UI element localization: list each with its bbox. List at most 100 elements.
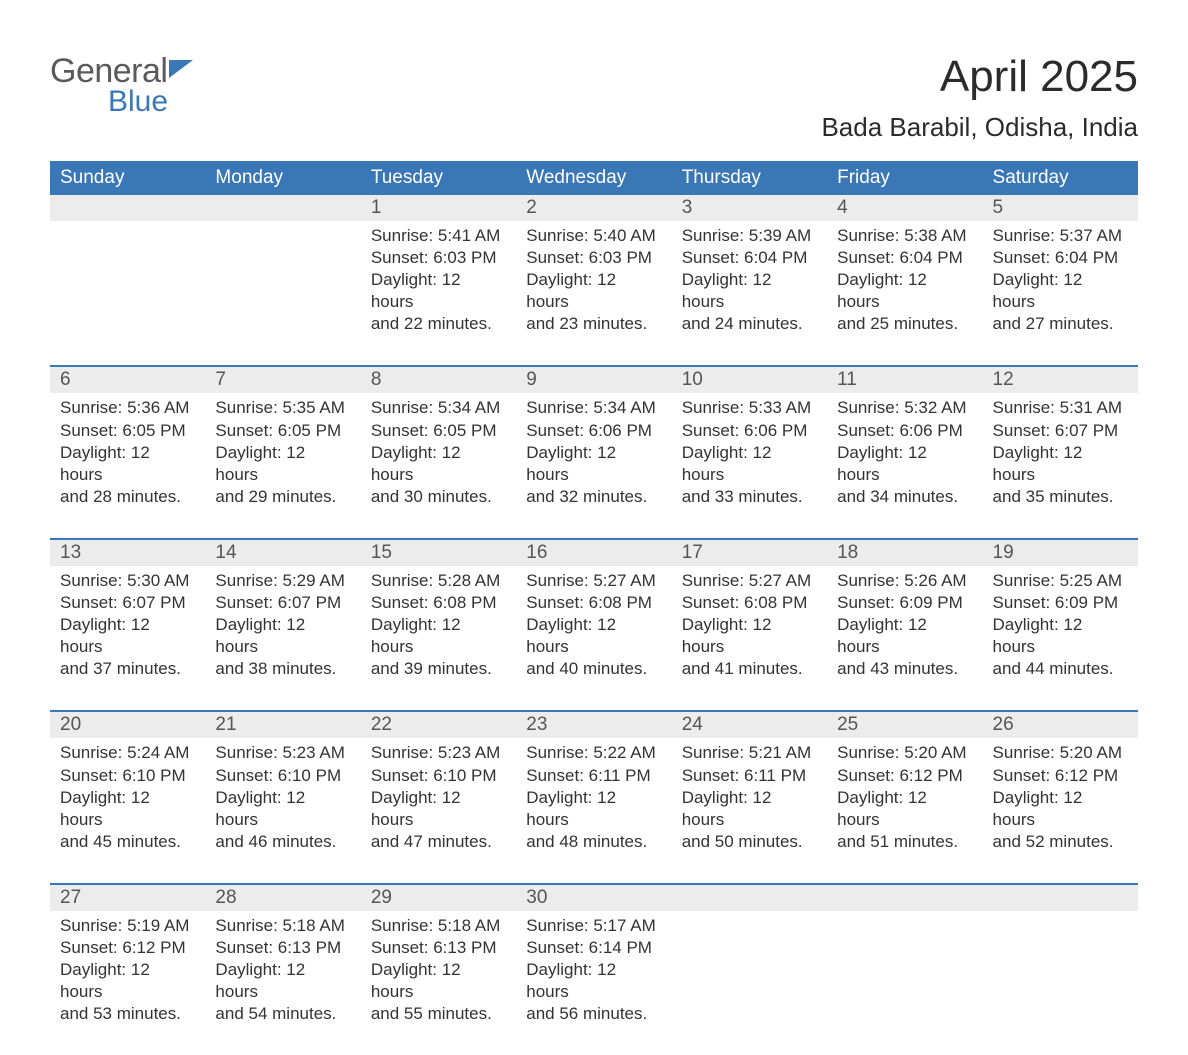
day-number: 6 xyxy=(50,366,205,393)
daylight-text: and 22 minutes. xyxy=(371,313,506,335)
daylight-text: Daylight: 12 hours xyxy=(371,614,506,658)
daylight-text: Daylight: 12 hours xyxy=(837,269,972,313)
sunrise-text: Sunrise: 5:34 AM xyxy=(526,397,661,419)
day-cell: Sunrise: 5:26 AMSunset: 6:09 PMDaylight:… xyxy=(827,566,982,711)
sunset-text: Sunset: 6:14 PM xyxy=(526,937,661,959)
sunrise-text: Sunrise: 5:38 AM xyxy=(837,225,972,247)
day-number: 8 xyxy=(361,366,516,393)
day-cell: Sunrise: 5:31 AMSunset: 6:07 PMDaylight:… xyxy=(983,393,1138,538)
daylight-text: and 53 minutes. xyxy=(60,1003,195,1025)
day-cell: Sunrise: 5:32 AMSunset: 6:06 PMDaylight:… xyxy=(827,393,982,538)
daylight-text: Daylight: 12 hours xyxy=(682,269,817,313)
daylight-text: and 47 minutes. xyxy=(371,831,506,853)
sunset-text: Sunset: 6:13 PM xyxy=(215,937,350,959)
day-cell: Sunrise: 5:41 AMSunset: 6:03 PMDaylight:… xyxy=(361,221,516,366)
day-number: 29 xyxy=(361,884,516,911)
daylight-text: and 46 minutes. xyxy=(215,831,350,853)
day-number: 13 xyxy=(50,539,205,566)
sunset-text: Sunset: 6:12 PM xyxy=(837,765,972,787)
weekday-header: Sunday xyxy=(50,161,205,195)
day-body-row: Sunrise: 5:36 AMSunset: 6:05 PMDaylight:… xyxy=(50,393,1138,538)
weekday-header-row: Sunday Monday Tuesday Wednesday Thursday… xyxy=(50,161,1138,195)
sunset-text: Sunset: 6:07 PM xyxy=(993,420,1128,442)
sunrise-text: Sunrise: 5:21 AM xyxy=(682,742,817,764)
day-number: 21 xyxy=(205,711,360,738)
day-number: 25 xyxy=(827,711,982,738)
day-number: 4 xyxy=(827,195,982,221)
day-cell xyxy=(672,911,827,1055)
sunrise-text: Sunrise: 5:35 AM xyxy=(215,397,350,419)
day-number-row: 20212223242526 xyxy=(50,711,1138,738)
weekday-header: Wednesday xyxy=(516,161,671,195)
sunrise-text: Sunrise: 5:27 AM xyxy=(526,570,661,592)
day-number: 22 xyxy=(361,711,516,738)
day-body-row: Sunrise: 5:41 AMSunset: 6:03 PMDaylight:… xyxy=(50,221,1138,366)
day-number: 3 xyxy=(672,195,827,221)
daylight-text: Daylight: 12 hours xyxy=(526,959,661,1003)
day-cell: Sunrise: 5:19 AMSunset: 6:12 PMDaylight:… xyxy=(50,911,205,1055)
day-cell: Sunrise: 5:40 AMSunset: 6:03 PMDaylight:… xyxy=(516,221,671,366)
sunrise-text: Sunrise: 5:20 AM xyxy=(837,742,972,764)
day-number: 18 xyxy=(827,539,982,566)
sunrise-text: Sunrise: 5:25 AM xyxy=(993,570,1128,592)
daylight-text: and 23 minutes. xyxy=(526,313,661,335)
day-number: 19 xyxy=(983,539,1138,566)
daylight-text: Daylight: 12 hours xyxy=(371,442,506,486)
daylight-text: Daylight: 12 hours xyxy=(526,787,661,831)
sunset-text: Sunset: 6:06 PM xyxy=(526,420,661,442)
day-number xyxy=(983,884,1138,911)
day-number: 7 xyxy=(205,366,360,393)
day-number xyxy=(672,884,827,911)
daylight-text: and 40 minutes. xyxy=(526,658,661,680)
sunset-text: Sunset: 6:07 PM xyxy=(215,592,350,614)
sunrise-text: Sunrise: 5:24 AM xyxy=(60,742,195,764)
sunrise-text: Sunrise: 5:32 AM xyxy=(837,397,972,419)
day-number: 24 xyxy=(672,711,827,738)
daylight-text: and 32 minutes. xyxy=(526,486,661,508)
sunrise-text: Sunrise: 5:23 AM xyxy=(371,742,506,764)
daylight-text: Daylight: 12 hours xyxy=(526,269,661,313)
sunset-text: Sunset: 6:05 PM xyxy=(371,420,506,442)
daylight-text: Daylight: 12 hours xyxy=(215,959,350,1003)
daylight-text: Daylight: 12 hours xyxy=(60,787,195,831)
weekday-header: Saturday xyxy=(983,161,1138,195)
sunset-text: Sunset: 6:09 PM xyxy=(837,592,972,614)
weekday-header: Friday xyxy=(827,161,982,195)
sunrise-text: Sunrise: 5:41 AM xyxy=(371,225,506,247)
daylight-text: and 33 minutes. xyxy=(682,486,817,508)
logo-triangle-icon xyxy=(169,60,193,78)
daylight-text: and 56 minutes. xyxy=(526,1003,661,1025)
daylight-text: Daylight: 12 hours xyxy=(993,269,1128,313)
daylight-text: and 52 minutes. xyxy=(993,831,1128,853)
sunrise-text: Sunrise: 5:17 AM xyxy=(526,915,661,937)
day-cell: Sunrise: 5:23 AMSunset: 6:10 PMDaylight:… xyxy=(205,738,360,883)
sunrise-text: Sunrise: 5:36 AM xyxy=(60,397,195,419)
sunrise-text: Sunrise: 5:29 AM xyxy=(215,570,350,592)
day-cell: Sunrise: 5:27 AMSunset: 6:08 PMDaylight:… xyxy=(672,566,827,711)
day-number: 17 xyxy=(672,539,827,566)
day-number: 16 xyxy=(516,539,671,566)
sunset-text: Sunset: 6:06 PM xyxy=(837,420,972,442)
day-number: 30 xyxy=(516,884,671,911)
sunrise-text: Sunrise: 5:26 AM xyxy=(837,570,972,592)
day-number-row: 27282930 xyxy=(50,884,1138,911)
sunset-text: Sunset: 6:05 PM xyxy=(215,420,350,442)
sunset-text: Sunset: 6:11 PM xyxy=(526,765,661,787)
daylight-text: Daylight: 12 hours xyxy=(60,959,195,1003)
sunset-text: Sunset: 6:11 PM xyxy=(682,765,817,787)
weekday-header: Thursday xyxy=(672,161,827,195)
daylight-text: and 39 minutes. xyxy=(371,658,506,680)
day-cell xyxy=(50,221,205,366)
location-subtitle: Bada Barabil, Odisha, India xyxy=(821,112,1138,143)
day-body-row: Sunrise: 5:30 AMSunset: 6:07 PMDaylight:… xyxy=(50,566,1138,711)
daylight-text: and 37 minutes. xyxy=(60,658,195,680)
sunrise-text: Sunrise: 5:34 AM xyxy=(371,397,506,419)
sunrise-text: Sunrise: 5:31 AM xyxy=(993,397,1128,419)
daylight-text: Daylight: 12 hours xyxy=(993,614,1128,658)
day-cell: Sunrise: 5:36 AMSunset: 6:05 PMDaylight:… xyxy=(50,393,205,538)
sunrise-text: Sunrise: 5:23 AM xyxy=(215,742,350,764)
day-cell: Sunrise: 5:38 AMSunset: 6:04 PMDaylight:… xyxy=(827,221,982,366)
sunset-text: Sunset: 6:10 PM xyxy=(371,765,506,787)
daylight-text: Daylight: 12 hours xyxy=(215,442,350,486)
sunset-text: Sunset: 6:03 PM xyxy=(526,247,661,269)
